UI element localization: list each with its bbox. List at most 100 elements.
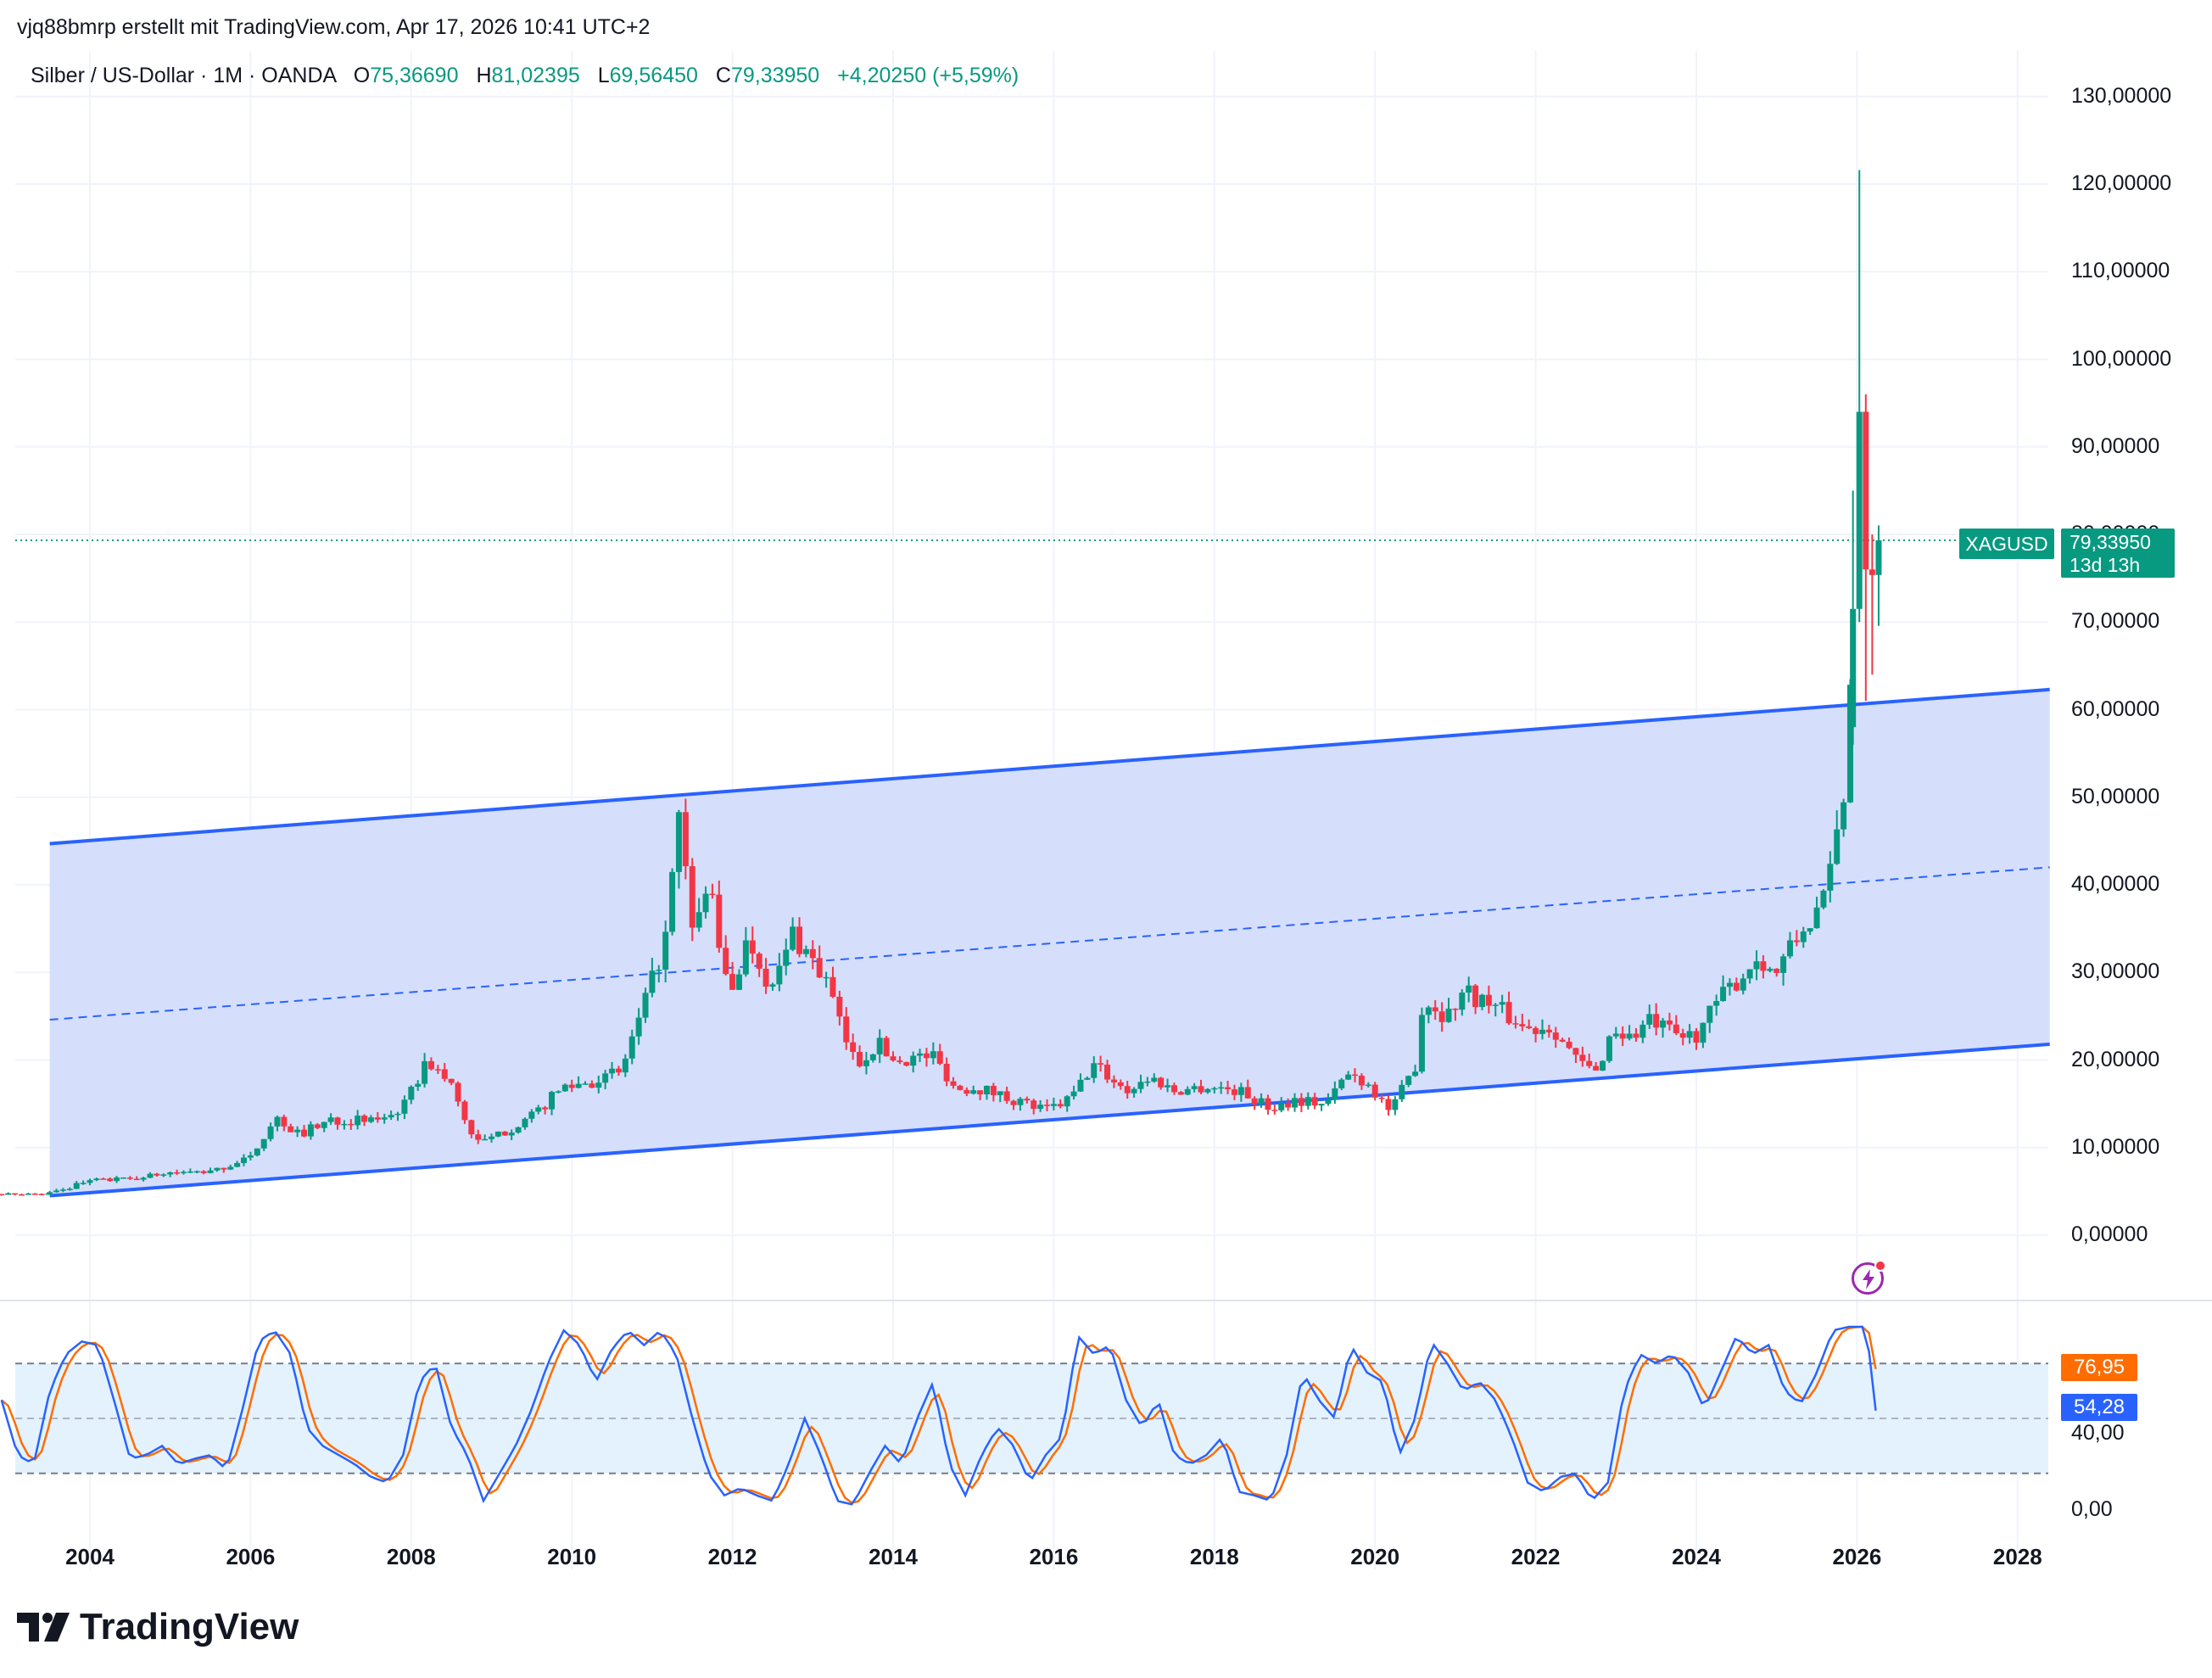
candle-body	[140, 1177, 147, 1180]
candle-body	[133, 1178, 140, 1181]
candle-body	[1165, 1085, 1171, 1088]
candle-body	[1660, 1020, 1667, 1028]
candle-body	[575, 1083, 582, 1088]
candle-body	[742, 940, 749, 975]
candle-body	[950, 1081, 957, 1086]
candle-body	[441, 1069, 448, 1079]
high-label: H	[476, 64, 492, 87]
candle-body	[1733, 982, 1740, 991]
candle-body	[1371, 1084, 1378, 1098]
candle-body	[890, 1056, 897, 1061]
candle-body	[227, 1166, 234, 1170]
candle-body	[535, 1107, 542, 1112]
candle-body	[1666, 1020, 1673, 1025]
candle-body	[1452, 1008, 1459, 1010]
candle-body	[1850, 608, 1857, 728]
candle-body	[1746, 969, 1753, 979]
price-scale-label: 60,00000	[2071, 696, 2160, 721]
candle-body	[1653, 1014, 1660, 1028]
stoch-d-tag: 54,28	[2061, 1394, 2137, 1421]
candle-body	[260, 1138, 267, 1149]
candle-body	[348, 1123, 355, 1126]
candle-body	[427, 1060, 434, 1070]
candle-body	[1706, 1005, 1713, 1023]
candle-body	[1010, 1100, 1017, 1105]
candle-body	[1586, 1060, 1593, 1066]
candle-body	[936, 1051, 943, 1064]
candle-body	[883, 1038, 890, 1057]
candle-body	[1726, 982, 1733, 987]
candle-body	[1211, 1088, 1218, 1090]
candle-body	[281, 1116, 288, 1127]
candle-body	[1800, 931, 1807, 942]
candle-body	[1057, 1104, 1064, 1107]
candle-body	[1077, 1079, 1084, 1092]
candle-body	[154, 1173, 160, 1176]
candle-body	[394, 1113, 401, 1116]
candle-body	[695, 912, 702, 928]
candle-body	[776, 965, 783, 985]
candle-body	[1298, 1098, 1304, 1106]
candle-body	[207, 1170, 214, 1173]
candle-body	[850, 1042, 857, 1053]
candle-body	[1700, 1022, 1706, 1043]
candle-body	[1606, 1036, 1612, 1061]
candle-body	[93, 1178, 100, 1181]
candle-body	[1841, 802, 1847, 830]
candle-body	[809, 948, 816, 959]
candle-body	[897, 1060, 903, 1062]
candle-body	[802, 948, 809, 954]
candle-body	[1225, 1087, 1232, 1090]
candle-body	[1131, 1088, 1137, 1093]
candle-body	[381, 1117, 388, 1120]
candle-body	[1445, 1008, 1452, 1022]
tradingview-logo[interactable]: TradingView	[17, 1606, 299, 1648]
low-value: 69,56450	[609, 64, 698, 87]
candle-body	[1459, 993, 1466, 1010]
high-value: 81,02395	[491, 64, 580, 87]
candle-body	[53, 1190, 60, 1193]
candle-body	[769, 984, 776, 987]
candle-body	[723, 948, 729, 975]
last-price-value: 79,33950	[2070, 531, 2151, 553]
candle-body	[1827, 864, 1834, 891]
candle-body	[73, 1183, 80, 1189]
candle-body	[1399, 1084, 1405, 1099]
candle-body	[1198, 1086, 1204, 1093]
candle-body	[167, 1172, 174, 1175]
candle-body	[1084, 1077, 1091, 1080]
candle-body	[374, 1117, 381, 1120]
stoch-d-line	[0, 1325, 1877, 1506]
candle-body	[247, 1155, 254, 1158]
price-scale-label: 90,00000	[2071, 433, 2160, 458]
candle-body	[863, 1060, 869, 1066]
price-scale-label: 120,00000	[2071, 171, 2172, 195]
candle-body	[990, 1085, 997, 1095]
candle-body	[568, 1084, 575, 1088]
candle-body	[1760, 961, 1767, 971]
candle-body	[1037, 1105, 1044, 1110]
price-scale-label: 40,00000	[2071, 872, 2160, 896]
logo-text: TradingView	[80, 1606, 299, 1647]
candle-body	[241, 1157, 248, 1163]
candle-body	[1003, 1091, 1010, 1101]
candle-body	[1868, 569, 1875, 575]
low-label: L	[597, 64, 610, 87]
candle-body	[1786, 940, 1793, 957]
channel-fill	[49, 689, 2050, 1196]
candle-body	[1378, 1097, 1385, 1099]
lightning-icon[interactable]	[1852, 1260, 1886, 1295]
symbol-title[interactable]: Silber / US-Dollar · 1M · OANDA	[31, 64, 336, 87]
candle-body	[1519, 1024, 1526, 1026]
candle-body	[1512, 1023, 1519, 1025]
candle-body	[589, 1083, 595, 1088]
candle-body	[45, 1193, 52, 1195]
candle-body	[455, 1082, 461, 1102]
candle-body	[816, 958, 823, 978]
time-axis-label: 2008	[386, 1544, 436, 1569]
candle-body	[869, 1054, 876, 1060]
candle-body	[1679, 1032, 1686, 1038]
candle-body	[1412, 1071, 1419, 1077]
candle-body	[1338, 1079, 1345, 1088]
